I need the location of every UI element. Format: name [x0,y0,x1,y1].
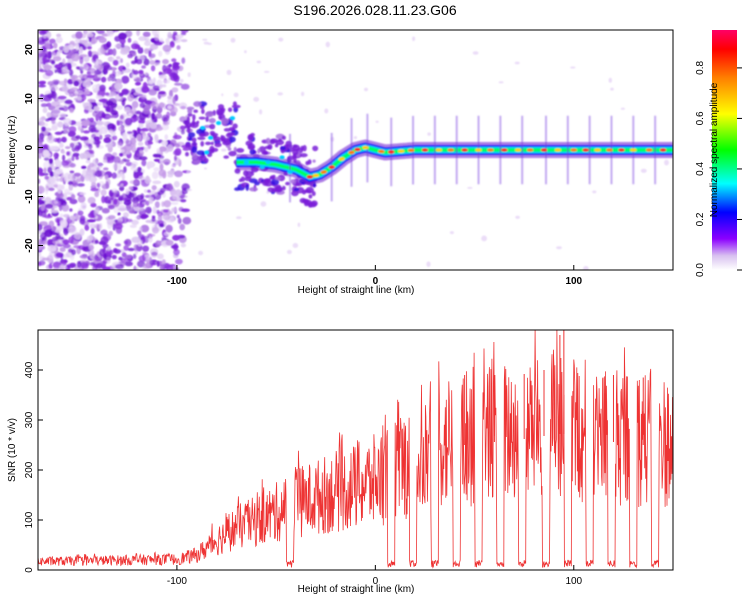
colorbar-label: Normalized spectral amplitude [709,82,720,217]
chart-title: S196.2026.028.11.23.G06 [293,2,457,18]
spectrogram-frame [37,29,674,271]
x-axis-label: Height of straight line (km) [298,285,415,296]
y-tick-label: 0 [24,144,35,150]
y-axis-label-bottom: SNR (10 * v/v) [7,418,18,482]
y-tick-label: -10 [24,189,35,204]
colorbar-gradient [712,30,737,270]
y-tick-label-bottom: 300 [24,411,35,428]
x-axis-label-bottom: Height of straight line (km) [298,584,415,595]
spectrogram-ridge [200,113,673,203]
spectrogram-noise [38,30,669,270]
y-tick-label-bottom: 0 [24,567,35,573]
x-tick-label-bottom: 100 [565,576,582,587]
snr-plot: -100 0 100 0 100 200 300 400 Height of straigh… [7,329,674,595]
colorbar-tick-label: 0.4 [695,162,706,176]
colorbar-tick-label: 0.2 [695,212,706,226]
colorbar-tick-label: 0.6 [695,111,706,125]
y-tick-label-bottom: 100 [24,511,35,528]
snr-series-line [38,330,673,569]
snr-frame [37,329,674,571]
colorbar: 0.0 0.2 0.4 0.6 0.8 Normalized spectral ampl… [695,30,742,277]
x-tick-label: 0 [373,276,379,287]
y-axis-label: Frequency (Hz) [7,116,18,185]
y-tick-label: 20 [24,44,35,56]
x-tick-label: 100 [565,276,582,287]
x-tick-label-bottom: 0 [373,576,379,587]
x-tick-label-bottom: -100 [167,576,187,587]
colorbar-tick-label: 0.8 [695,61,706,75]
y-tick-label-bottom: 200 [24,461,35,478]
y-tick-label: 10 [24,93,35,105]
y-tick-label: -20 [24,238,35,253]
y-tick-label-bottom: 400 [24,361,35,378]
x-tick-label: -100 [167,276,187,287]
colorbar-tick-label: 0.0 [695,263,706,277]
